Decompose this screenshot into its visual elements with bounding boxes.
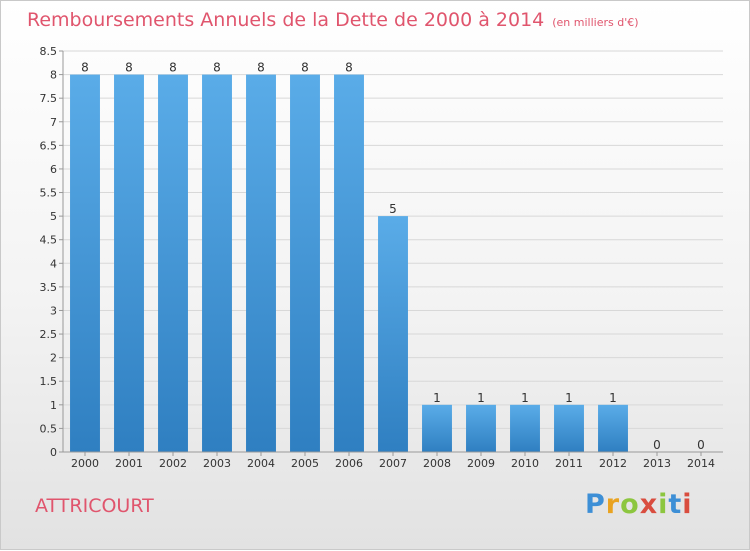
y-axis: 0 0.5 1 1.5 2 2.5 3 3.5 4 4.5 5 5.5 6 6.5 7 7.5 8 8.5 — [40, 45, 64, 459]
x-axis: 2000 2001 2002 2003 2004 2005 2006 2007 2008 2009… — [63, 451, 723, 470]
x-tick-label: 2006 — [335, 457, 363, 470]
y-tick-label: 4 — [50, 257, 57, 270]
x-tick-label: 2012 — [599, 457, 627, 470]
bar — [598, 404, 628, 452]
y-tick-label: 7.5 — [40, 92, 58, 105]
data-label: 8 — [345, 61, 353, 75]
data-label: 8 — [81, 61, 89, 75]
y-tick-label: 0 — [50, 446, 57, 459]
data-label: 5 — [389, 202, 397, 216]
y-tick-label: 1 — [50, 399, 57, 412]
x-tick-label: 2009 — [467, 457, 495, 470]
data-label: 1 — [433, 391, 441, 405]
unit-label: (en milliers d'€) — [552, 16, 639, 29]
bar — [158, 74, 188, 453]
data-label: 1 — [477, 391, 485, 405]
chart-title: Remboursements Annuels de la Dette de 20… — [27, 9, 639, 31]
location-name: ATTRICOURT — [35, 495, 154, 517]
x-tick-label: 2007 — [379, 457, 407, 470]
y-tick-label: 2 — [50, 352, 57, 365]
bar — [202, 74, 232, 453]
y-tick-label: 0.5 — [40, 422, 58, 435]
bar — [466, 404, 496, 452]
bar — [70, 74, 100, 453]
y-tick-label: 5 — [50, 210, 57, 223]
y-tick-label: 5.5 — [40, 187, 58, 200]
proxiti-logo: Proxiti — [585, 489, 693, 520]
x-tick-label: 2003 — [203, 457, 231, 470]
x-tick-label: 2014 — [687, 457, 715, 470]
data-label: 1 — [609, 391, 617, 405]
data-label: 8 — [169, 61, 177, 75]
x-tick-label: 2004 — [247, 457, 275, 470]
x-tick-label: 2013 — [643, 457, 671, 470]
y-tick-label: 1.5 — [40, 375, 58, 388]
bar — [378, 216, 408, 452]
bar — [246, 74, 276, 453]
data-label: 1 — [521, 391, 529, 405]
bar — [510, 404, 540, 452]
bars: 8 8 8 8 8 8 8 5 1 1 1 1 1 0 0 — [70, 61, 705, 453]
y-tick-label: 8.5 — [40, 45, 58, 58]
y-tick-label: 2.5 — [40, 328, 58, 341]
x-tick-label: 2000 — [71, 457, 99, 470]
bar — [290, 74, 320, 453]
data-label: 0 — [653, 438, 661, 452]
bar — [334, 74, 364, 453]
x-tick-label: 2010 — [511, 457, 539, 470]
y-tick-label: 4.5 — [40, 234, 58, 247]
y-tick-label: 6.5 — [40, 139, 58, 152]
y-tick-label: 3 — [50, 304, 57, 317]
x-tick-label: 2005 — [291, 457, 319, 470]
y-tick-label: 7 — [50, 116, 57, 129]
x-tick-label: 2002 — [159, 457, 187, 470]
data-label: 1 — [565, 391, 573, 405]
data-label: 0 — [697, 438, 705, 452]
data-label: 8 — [213, 61, 221, 75]
bar — [422, 404, 452, 452]
x-tick-label: 2001 — [115, 457, 143, 470]
data-label: 8 — [301, 61, 309, 75]
bar — [554, 404, 584, 452]
data-label: 8 — [125, 61, 133, 75]
bar — [114, 74, 144, 453]
data-label: 8 — [257, 61, 265, 75]
y-tick-label: 8 — [50, 69, 57, 82]
title-text: Remboursements Annuels de la Dette de 20… — [27, 9, 545, 31]
x-tick-label: 2011 — [555, 457, 583, 470]
x-tick-label: 2008 — [423, 457, 451, 470]
y-tick-label: 6 — [50, 163, 57, 176]
y-tick-label: 3.5 — [40, 281, 58, 294]
